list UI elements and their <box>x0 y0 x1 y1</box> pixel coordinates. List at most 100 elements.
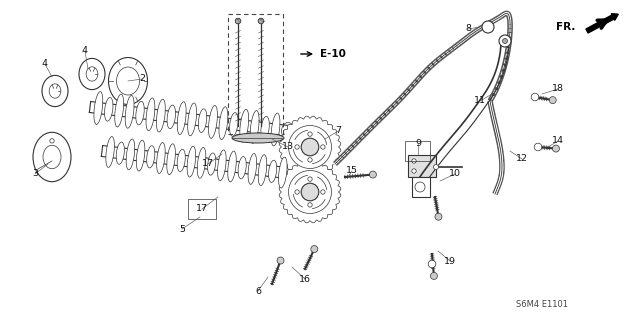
Ellipse shape <box>94 92 103 124</box>
Text: 16: 16 <box>299 275 311 284</box>
Circle shape <box>534 143 542 151</box>
Ellipse shape <box>230 113 238 136</box>
Text: 2: 2 <box>139 75 145 84</box>
Ellipse shape <box>188 103 196 136</box>
Text: 9: 9 <box>415 139 421 149</box>
Text: 5: 5 <box>179 225 185 234</box>
Ellipse shape <box>289 166 301 182</box>
Circle shape <box>289 170 332 213</box>
Text: 13: 13 <box>282 143 294 152</box>
Text: 19: 19 <box>444 256 456 265</box>
Circle shape <box>50 139 54 143</box>
Ellipse shape <box>167 105 175 129</box>
Circle shape <box>412 159 416 163</box>
Circle shape <box>277 257 284 264</box>
Ellipse shape <box>116 67 140 95</box>
Circle shape <box>295 190 300 194</box>
Text: 17: 17 <box>202 160 214 168</box>
Text: 10: 10 <box>449 169 461 179</box>
Circle shape <box>311 246 318 253</box>
Circle shape <box>308 158 312 162</box>
Circle shape <box>549 97 556 104</box>
Circle shape <box>433 165 438 169</box>
Bar <box>405 141 430 161</box>
Circle shape <box>435 213 442 220</box>
Ellipse shape <box>157 143 165 174</box>
Circle shape <box>301 138 319 156</box>
Ellipse shape <box>177 102 186 135</box>
Ellipse shape <box>109 57 147 105</box>
Ellipse shape <box>43 145 61 169</box>
Ellipse shape <box>136 140 145 171</box>
Ellipse shape <box>258 155 267 186</box>
Polygon shape <box>279 161 341 223</box>
Circle shape <box>236 18 241 24</box>
Text: 12: 12 <box>516 154 528 164</box>
Circle shape <box>295 145 300 149</box>
Text: 14: 14 <box>552 137 564 145</box>
Bar <box>188 199 216 219</box>
Ellipse shape <box>146 98 155 131</box>
Text: 17: 17 <box>196 204 208 213</box>
Text: 6: 6 <box>255 286 261 295</box>
Text: 8: 8 <box>465 25 471 33</box>
Circle shape <box>502 39 508 43</box>
Ellipse shape <box>156 99 165 132</box>
Ellipse shape <box>250 111 259 143</box>
Circle shape <box>428 260 436 268</box>
Circle shape <box>301 183 319 201</box>
Circle shape <box>431 272 437 279</box>
Ellipse shape <box>282 122 294 139</box>
Ellipse shape <box>106 137 115 167</box>
Ellipse shape <box>271 113 280 146</box>
Circle shape <box>412 169 416 173</box>
Ellipse shape <box>207 153 216 175</box>
Circle shape <box>258 18 264 24</box>
Circle shape <box>415 182 425 192</box>
Circle shape <box>308 132 312 136</box>
Ellipse shape <box>116 142 124 164</box>
Text: 15: 15 <box>346 167 358 175</box>
Bar <box>408 155 436 177</box>
Ellipse shape <box>104 98 113 121</box>
Ellipse shape <box>218 150 226 181</box>
Circle shape <box>482 21 494 33</box>
Text: S6M4 E1101: S6M4 E1101 <box>516 300 568 309</box>
Ellipse shape <box>232 133 284 143</box>
Ellipse shape <box>49 84 61 98</box>
Text: 4: 4 <box>82 47 88 56</box>
Ellipse shape <box>187 146 196 177</box>
Text: 11: 11 <box>474 97 486 106</box>
Ellipse shape <box>197 147 206 178</box>
Ellipse shape <box>278 157 287 188</box>
Circle shape <box>289 125 332 168</box>
Ellipse shape <box>136 101 144 125</box>
Ellipse shape <box>79 58 105 90</box>
Text: E-10: E-10 <box>320 49 346 59</box>
Circle shape <box>308 203 312 207</box>
Circle shape <box>321 145 325 149</box>
Ellipse shape <box>125 95 134 128</box>
Text: 3: 3 <box>32 169 38 179</box>
Ellipse shape <box>147 146 155 168</box>
Ellipse shape <box>167 144 175 174</box>
Ellipse shape <box>42 75 68 107</box>
Ellipse shape <box>228 151 236 182</box>
Ellipse shape <box>177 149 186 172</box>
Text: 4: 4 <box>42 60 48 69</box>
Text: 7: 7 <box>335 127 341 136</box>
Ellipse shape <box>198 109 207 132</box>
Circle shape <box>321 190 325 194</box>
Ellipse shape <box>269 160 276 182</box>
Ellipse shape <box>33 132 71 182</box>
Circle shape <box>499 35 511 47</box>
Polygon shape <box>279 116 341 178</box>
Text: FR.: FR. <box>556 22 575 32</box>
Circle shape <box>531 93 539 101</box>
Circle shape <box>308 177 312 181</box>
Ellipse shape <box>240 109 249 142</box>
Ellipse shape <box>86 67 98 81</box>
Ellipse shape <box>115 94 124 127</box>
Ellipse shape <box>248 153 257 184</box>
Text: 18: 18 <box>552 85 564 93</box>
